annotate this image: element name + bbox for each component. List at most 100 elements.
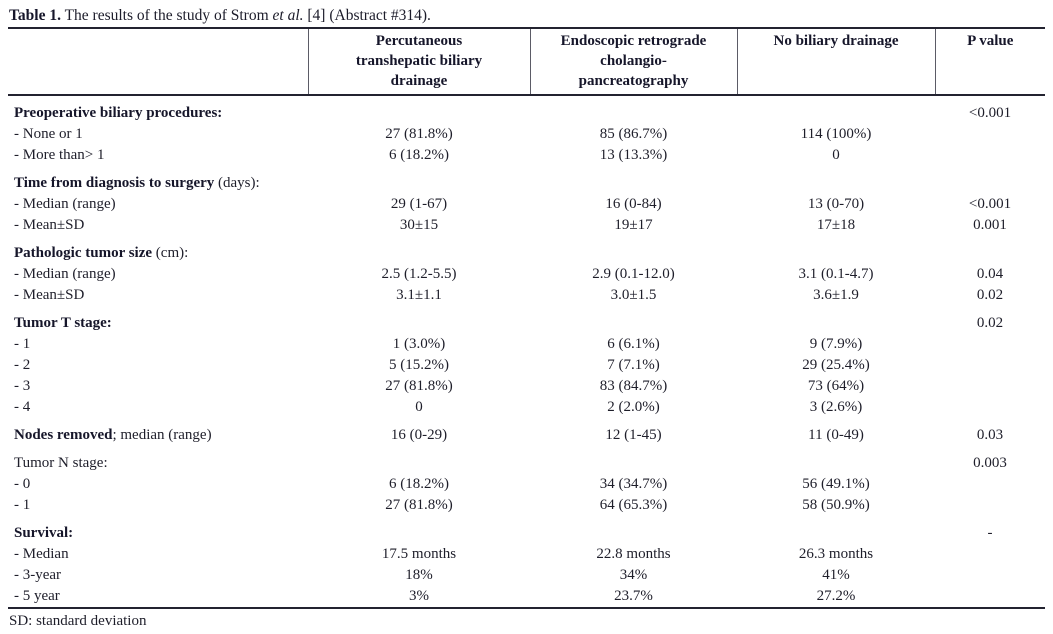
row-label: - 5 year bbox=[14, 588, 60, 604]
cell-no-drainage: 3.6±1.9 bbox=[813, 287, 859, 303]
table-number: Table 1. bbox=[9, 7, 61, 24]
row-label: - 4 bbox=[14, 399, 31, 415]
header-col-ptbd: Percutaneous transhepatic biliary draina… bbox=[307, 28, 530, 96]
cell-no-drainage bbox=[737, 306, 935, 334]
cell-ercp: 7 (7.1%) bbox=[607, 357, 660, 373]
cell-no-drainage: 41% bbox=[822, 567, 850, 583]
cell-ptbd bbox=[308, 166, 530, 194]
table-row: Preoperative biliary procedures: <0.001 bbox=[8, 95, 1045, 124]
cell-pvalue bbox=[935, 236, 1045, 264]
header-row-labels bbox=[8, 28, 308, 96]
row-label: - Median bbox=[14, 546, 69, 562]
cell-ptbd: 16 (0-29) bbox=[390, 427, 448, 443]
cell-ercp: 64 (65.3%) bbox=[599, 497, 668, 513]
row-label: - 3 bbox=[14, 378, 31, 394]
table-row: Nodes removed; median (range) 16 (0-29) 12… bbox=[8, 418, 1045, 446]
cell-ercp: 85 (86.7%) bbox=[599, 126, 668, 142]
cell-ercp: 16 (0-84) bbox=[605, 196, 662, 212]
table-caption: Table 1. The results of the study of Str… bbox=[8, 5, 1045, 26]
cell-pvalue bbox=[935, 565, 1045, 586]
cell-no-drainage bbox=[737, 516, 935, 544]
table-row: - 3-year 18% 34% 41% bbox=[8, 565, 1045, 586]
row-label: Tumor T stage: bbox=[14, 315, 112, 331]
cell-ercp: 19±17 bbox=[614, 217, 653, 233]
cell-pvalue bbox=[935, 495, 1045, 516]
table-row: - 0 6 (18.2%) 34 (34.7%) 56 (49.1%) bbox=[8, 474, 1045, 495]
cell-pvalue bbox=[935, 397, 1045, 418]
cell-ercp bbox=[530, 95, 737, 124]
cell-pvalue: 0.001 bbox=[973, 217, 1007, 233]
header-col-ercp: Endoscopic retrograde cholangio- pancrea… bbox=[529, 28, 737, 96]
table-row: - 1 27 (81.8%) 64 (65.3%) 58 (50.9%) bbox=[8, 495, 1045, 516]
cell-no-drainage: 11 (0-49) bbox=[808, 427, 864, 443]
cell-no-drainage: 3.1 (0.1-4.7) bbox=[798, 266, 874, 282]
row-label: - Mean±SD bbox=[14, 217, 85, 233]
cell-ptbd: 2.5 (1.2-5.5) bbox=[381, 266, 457, 282]
cell-ercp: 13 (13.3%) bbox=[599, 147, 668, 163]
cell-ercp: 34 (34.7%) bbox=[599, 476, 668, 492]
cell-no-drainage: 56 (49.1%) bbox=[802, 476, 870, 492]
row-label: - 0 bbox=[14, 476, 31, 492]
cell-ptbd: 29 (1-67) bbox=[390, 196, 448, 212]
cell-no-drainage: 73 (64%) bbox=[807, 378, 865, 394]
cell-no-drainage: 29 (25.4%) bbox=[802, 357, 870, 373]
cell-pvalue: <0.001 bbox=[968, 196, 1012, 212]
cell-pvalue bbox=[935, 334, 1045, 355]
table-row: - Mean±SD 3.1±1.1 3.0±1.5 3.6±1.9 0.02 bbox=[8, 285, 1045, 306]
cell-no-drainage: 114 (100%) bbox=[800, 126, 872, 142]
row-label: Tumor N stage: bbox=[14, 455, 108, 471]
cell-no-drainage: 3 (2.6%) bbox=[809, 399, 863, 415]
table-header: Percutaneous transhepatic biliary draina… bbox=[8, 28, 1045, 96]
header-row: Percutaneous transhepatic biliary draina… bbox=[8, 28, 1045, 96]
cell-ercp bbox=[530, 446, 737, 474]
cell-no-drainage bbox=[737, 95, 935, 124]
cell-pvalue: 0.003 bbox=[973, 455, 1007, 471]
cell-ercp bbox=[530, 516, 737, 544]
cell-pvalue bbox=[935, 124, 1045, 145]
row-label: - Median (range) bbox=[14, 266, 116, 282]
table-row: Tumor T stage: 0.02 bbox=[8, 306, 1045, 334]
cell-pvalue bbox=[935, 586, 1045, 608]
cell-ptbd: 6 (18.2%) bbox=[389, 147, 449, 163]
cell-pvalue bbox=[935, 166, 1045, 194]
cell-ptbd bbox=[308, 306, 530, 334]
cell-pvalue bbox=[935, 376, 1045, 397]
results-table: Percutaneous transhepatic biliary draina… bbox=[8, 27, 1045, 609]
cell-ptbd bbox=[308, 446, 530, 474]
table-row: Time from diagnosis to surgery (days): bbox=[8, 166, 1045, 194]
row-label: Nodes removed; median (range) bbox=[14, 427, 212, 443]
table-row: - Mean±SD 30±15 19±17 17±18 0.001 bbox=[8, 215, 1045, 236]
header-col-no-drainage: No biliary drainage bbox=[736, 28, 935, 96]
cell-pvalue bbox=[935, 355, 1045, 376]
cell-no-drainage bbox=[737, 166, 935, 194]
table-footnote: SD: standard deviation bbox=[9, 613, 147, 629]
table-row: - 5 year 3% 23.7% 27.2% bbox=[8, 586, 1045, 608]
table-row: - 2 5 (15.2%) 7 (7.1%) 29 (25.4%) bbox=[8, 355, 1045, 376]
row-label: Time from diagnosis to surgery (days): bbox=[14, 175, 260, 191]
table-body: Preoperative biliary procedures: <0.001 - … bbox=[8, 95, 1045, 608]
cell-ptbd: 1 (3.0%) bbox=[392, 336, 446, 352]
cell-ptbd bbox=[308, 95, 530, 124]
cell-ercp: 3.0±1.5 bbox=[610, 287, 657, 303]
row-label: Survival: bbox=[14, 525, 74, 541]
row-label: - 1 bbox=[14, 497, 31, 513]
cell-ercp: 22.8 months bbox=[596, 546, 671, 562]
cell-ercp: 2.9 (0.1-12.0) bbox=[592, 266, 675, 282]
cell-ercp bbox=[530, 166, 737, 194]
cell-ercp bbox=[530, 306, 737, 334]
cell-ptbd bbox=[308, 236, 530, 264]
table-row: - More than> 1 6 (18.2%) 13 (13.3%) 0 bbox=[8, 145, 1045, 166]
cell-ptbd: 27 (81.8%) bbox=[385, 378, 453, 394]
cell-ptbd: 30±15 bbox=[399, 217, 439, 233]
cell-pvalue bbox=[935, 474, 1045, 495]
cell-ptbd: 27 (81.8%) bbox=[385, 126, 453, 142]
row-label: Preoperative biliary procedures: bbox=[14, 105, 223, 121]
cell-no-drainage: 13 (0-70) bbox=[807, 196, 865, 212]
row-label: - Mean±SD bbox=[14, 287, 85, 303]
row-label: Pathologic tumor size (cm): bbox=[14, 245, 189, 261]
cell-pvalue: <0.001 bbox=[968, 105, 1012, 121]
cell-pvalue: 0.03 bbox=[976, 427, 1004, 443]
row-label: - 1 bbox=[14, 336, 31, 352]
table-row: - 4 0 2 (2.0%) 3 (2.6%) bbox=[8, 397, 1045, 418]
